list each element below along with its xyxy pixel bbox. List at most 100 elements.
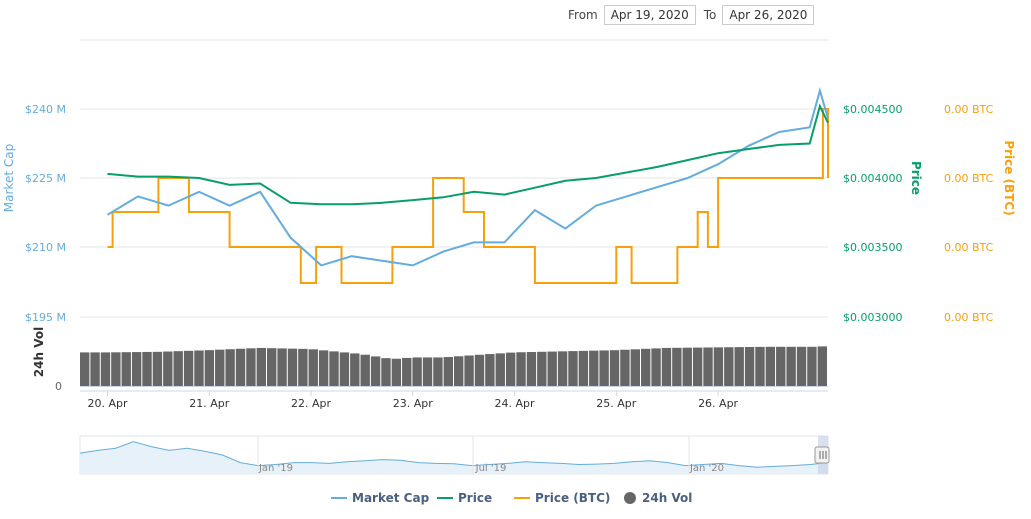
- volume-bar: [433, 357, 443, 386]
- legend-item-label: Price (BTC): [535, 491, 610, 505]
- x-tick-label: 21. Apr: [189, 397, 229, 410]
- navigator[interactable]: Jan '19 Jul '19 Jan '20: [79, 435, 830, 475]
- volume-bar: [235, 348, 246, 386]
- volume-bar: [142, 351, 152, 386]
- x-tick-label: 20. Apr: [87, 397, 127, 410]
- volume-bar: [516, 352, 526, 386]
- navigator-tick-label: Jan '20: [689, 463, 724, 474]
- volume-bar: [339, 352, 350, 386]
- volume-bar: [734, 347, 744, 386]
- navigator-line: [79, 441, 829, 468]
- navigator-handle: [814, 446, 830, 464]
- price-btc-line: [107, 108, 829, 284]
- volume-bar: [537, 351, 547, 386]
- to-date-input[interactable]: [722, 5, 815, 25]
- volume-bar: [526, 352, 537, 386]
- navigator-tick-label: Jul '19: [475, 463, 507, 474]
- x-tick-label: 25. Apr: [596, 397, 636, 410]
- volume-bar: [225, 349, 235, 386]
- volume-bar: [578, 350, 589, 386]
- x-tick-label: 26. Apr: [698, 397, 738, 410]
- volume-bar: [194, 350, 204, 386]
- volume-bar: [786, 346, 796, 386]
- volume-bar: [131, 352, 142, 386]
- from-date-input[interactable]: [603, 5, 696, 25]
- market-cap-tick-label: $210 M: [25, 241, 66, 254]
- volume-bar: [370, 356, 381, 386]
- price-btc-tick-label: 0.00 BTC: [944, 311, 994, 324]
- volume-bar: [485, 354, 495, 386]
- volume-bar: [474, 354, 485, 386]
- volume-bar: [267, 348, 277, 386]
- volume-bar: [215, 349, 225, 386]
- volume-bar: [412, 357, 422, 386]
- volume-bar: [163, 351, 173, 386]
- volume-bar: [318, 350, 329, 386]
- to-label: To: [703, 8, 717, 22]
- volume-bar: [173, 351, 183, 386]
- price-btc-tick-label: 0.00 BTC: [944, 172, 994, 185]
- volume-bar: [90, 352, 100, 386]
- legend-marker-24h-vol: [624, 492, 636, 504]
- price-tick-label: $0.004500: [843, 103, 903, 116]
- volume-bar: [641, 348, 651, 386]
- volume-bar: [204, 350, 215, 386]
- volume-bar: [609, 350, 620, 386]
- x-axis: 20. Apr 21. Apr 22. Apr 23. Apr 24. Apr 25. A…: [80, 390, 828, 410]
- volume-bar: [183, 350, 194, 386]
- volume-bar: [298, 348, 308, 386]
- volume-bar: [422, 357, 433, 386]
- volume-bar: [599, 350, 609, 386]
- volume-bar: [703, 347, 713, 386]
- price-tick-label: $0.003000: [843, 311, 903, 324]
- volume-bar: [350, 353, 360, 386]
- volume-bar: [796, 346, 807, 386]
- volume-bar: [557, 351, 568, 386]
- market-cap-axis-title: Market Cap: [2, 144, 16, 212]
- volume-bar: [547, 351, 557, 386]
- volume-bar: [100, 352, 111, 386]
- price-btc-tick-label: 0.00 BTC: [944, 241, 994, 254]
- volume-bar: [505, 352, 516, 386]
- volume-bar: [80, 352, 90, 386]
- x-tick-label: 23. Apr: [393, 397, 433, 410]
- volume-bar: [817, 346, 827, 386]
- volume-bar: [454, 356, 464, 386]
- volume-bar: [713, 347, 724, 386]
- volume-bar: [568, 351, 578, 386]
- volume-bar: [495, 353, 505, 386]
- volume-bar: [672, 347, 682, 386]
- volume-bar: [402, 357, 412, 386]
- x-tick-label: 22. Apr: [291, 397, 331, 410]
- volume-bar: [765, 346, 776, 386]
- volume-bar: [111, 352, 121, 386]
- price-tick-label: $0.004000: [843, 172, 903, 185]
- navigator-tick-label: Jan '19: [258, 463, 293, 474]
- x-tick-label: 24. Apr: [495, 397, 535, 410]
- volume-bar: [152, 351, 163, 386]
- axis-labels: $240 M $225 M $210 M $195 M $0.004500 $0.0040…: [2, 103, 1016, 393]
- volume-bar: [329, 351, 339, 386]
- volume-bar: [287, 348, 298, 386]
- series-lines: [106, 86, 829, 284]
- volume-bars: [80, 346, 827, 386]
- volume-bar: [277, 348, 287, 386]
- volume-tick-label: 0: [55, 380, 62, 393]
- from-label: From: [568, 8, 598, 22]
- price-line: [107, 103, 829, 206]
- legend-item-label: Market Cap: [352, 491, 430, 505]
- volume-bar: [443, 357, 453, 386]
- volume-bar: [692, 347, 703, 386]
- volume-bar: [391, 358, 402, 386]
- legend: Market Cap Price Price (BTC) 24h Vol: [331, 491, 692, 505]
- volume-bar: [755, 346, 765, 386]
- market-cap-tick-label: $240 M: [25, 103, 66, 116]
- navigator-area: [80, 441, 828, 474]
- volume-bar: [724, 347, 734, 386]
- price-btc-tick-label: 0.00 BTC: [944, 103, 994, 116]
- volume-axis-title: 24h Vol: [32, 327, 46, 377]
- volume-bar: [589, 350, 599, 386]
- price-btc-axis-title: Price (BTC): [1002, 140, 1016, 215]
- volume-bar: [308, 349, 318, 386]
